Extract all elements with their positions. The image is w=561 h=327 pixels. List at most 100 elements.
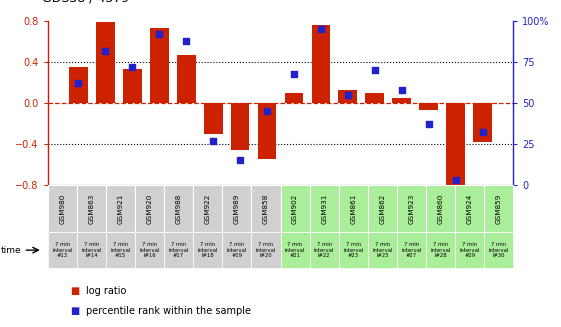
Bar: [455, 232, 484, 268]
Bar: [426, 185, 455, 232]
Bar: [257, 103, 277, 159]
Text: GSM902: GSM902: [292, 193, 298, 224]
Bar: [473, 103, 492, 142]
Bar: [284, 93, 304, 103]
Point: [289, 71, 298, 76]
Point: [424, 122, 433, 127]
Bar: [251, 232, 280, 268]
Bar: [96, 22, 114, 103]
Text: 7 min
interval
#21: 7 min interval #21: [285, 242, 305, 258]
Point: [74, 81, 83, 86]
Bar: [311, 25, 330, 103]
Bar: [365, 93, 384, 103]
Text: 7 min
interval
l#20: 7 min interval l#20: [256, 242, 276, 258]
Text: 7 min
interval
l#14: 7 min interval l#14: [81, 242, 102, 258]
Point: [370, 68, 379, 73]
Bar: [310, 185, 339, 232]
Text: GSM980: GSM980: [59, 193, 65, 224]
Text: 7 min
interval
#27: 7 min interval #27: [401, 242, 422, 258]
Text: 7 min
interval
#15: 7 min interval #15: [111, 242, 131, 258]
Bar: [484, 185, 513, 232]
Text: ■: ■: [70, 286, 79, 296]
Bar: [164, 185, 193, 232]
Text: 7 min
interval
l#22: 7 min interval l#22: [314, 242, 334, 258]
Bar: [193, 185, 222, 232]
Text: 7 min
interval
l#28: 7 min interval l#28: [430, 242, 450, 258]
Text: GSM859: GSM859: [496, 193, 502, 224]
Bar: [280, 185, 310, 232]
Text: GSM862: GSM862: [379, 193, 385, 224]
Bar: [397, 232, 426, 268]
Point: [209, 138, 218, 143]
Bar: [150, 28, 169, 103]
Text: GSM920: GSM920: [146, 193, 153, 224]
Bar: [280, 232, 310, 268]
Text: GSM924: GSM924: [467, 193, 473, 224]
Bar: [123, 69, 141, 103]
Text: 7 min
interval
#19: 7 min interval #19: [227, 242, 247, 258]
Text: GSM989: GSM989: [234, 193, 240, 224]
Bar: [484, 232, 513, 268]
Bar: [177, 55, 196, 103]
Point: [182, 38, 191, 43]
Text: percentile rank within the sample: percentile rank within the sample: [86, 306, 251, 316]
Bar: [251, 185, 280, 232]
Bar: [392, 98, 411, 103]
Bar: [77, 185, 106, 232]
Text: GSM923: GSM923: [408, 193, 415, 224]
Text: GSM863: GSM863: [88, 193, 94, 224]
Bar: [204, 103, 223, 134]
Point: [263, 109, 272, 114]
Text: 7 min
interval
l#25: 7 min interval l#25: [372, 242, 393, 258]
Text: GSM922: GSM922: [205, 193, 211, 224]
Bar: [420, 103, 438, 110]
Point: [397, 87, 406, 93]
Text: GSM860: GSM860: [438, 193, 444, 224]
Point: [236, 158, 245, 163]
Point: [316, 27, 325, 32]
Point: [451, 177, 460, 182]
Point: [478, 130, 487, 135]
Bar: [48, 232, 77, 268]
Text: 7 min
interval
l#30: 7 min interval l#30: [489, 242, 509, 258]
Point: [155, 32, 164, 37]
Bar: [426, 232, 455, 268]
Bar: [77, 232, 106, 268]
Text: log ratio: log ratio: [86, 286, 126, 296]
Bar: [368, 232, 397, 268]
Bar: [397, 185, 426, 232]
Point: [101, 48, 110, 53]
Text: 7 min
interval
#23: 7 min interval #23: [343, 242, 364, 258]
Text: GSM858: GSM858: [263, 193, 269, 224]
Point: [343, 92, 352, 97]
Bar: [135, 232, 164, 268]
Text: GSM931: GSM931: [321, 193, 327, 224]
Bar: [135, 185, 164, 232]
Bar: [447, 103, 465, 187]
Text: GDS38 / 4379: GDS38 / 4379: [42, 0, 129, 5]
Bar: [164, 232, 193, 268]
Bar: [106, 232, 135, 268]
Text: GSM988: GSM988: [176, 193, 182, 224]
Text: 7 min
interval
l#18: 7 min interval l#18: [197, 242, 218, 258]
Point: [128, 64, 137, 70]
Text: 7 min
interval
#13: 7 min interval #13: [52, 242, 72, 258]
Bar: [455, 185, 484, 232]
Text: GSM921: GSM921: [117, 193, 123, 224]
Text: 7 min
interval
#17: 7 min interval #17: [168, 242, 189, 258]
Bar: [106, 185, 135, 232]
Bar: [339, 232, 368, 268]
Bar: [338, 90, 357, 103]
Bar: [193, 232, 222, 268]
Text: ■: ■: [70, 306, 79, 316]
Text: 7 min
interval
l#16: 7 min interval l#16: [139, 242, 160, 258]
Bar: [222, 232, 251, 268]
Bar: [231, 103, 250, 150]
Text: time: time: [1, 246, 21, 255]
Bar: [339, 185, 368, 232]
Text: GSM861: GSM861: [350, 193, 356, 224]
Bar: [48, 185, 77, 232]
Bar: [69, 67, 88, 103]
Bar: [222, 185, 251, 232]
Bar: [368, 185, 397, 232]
